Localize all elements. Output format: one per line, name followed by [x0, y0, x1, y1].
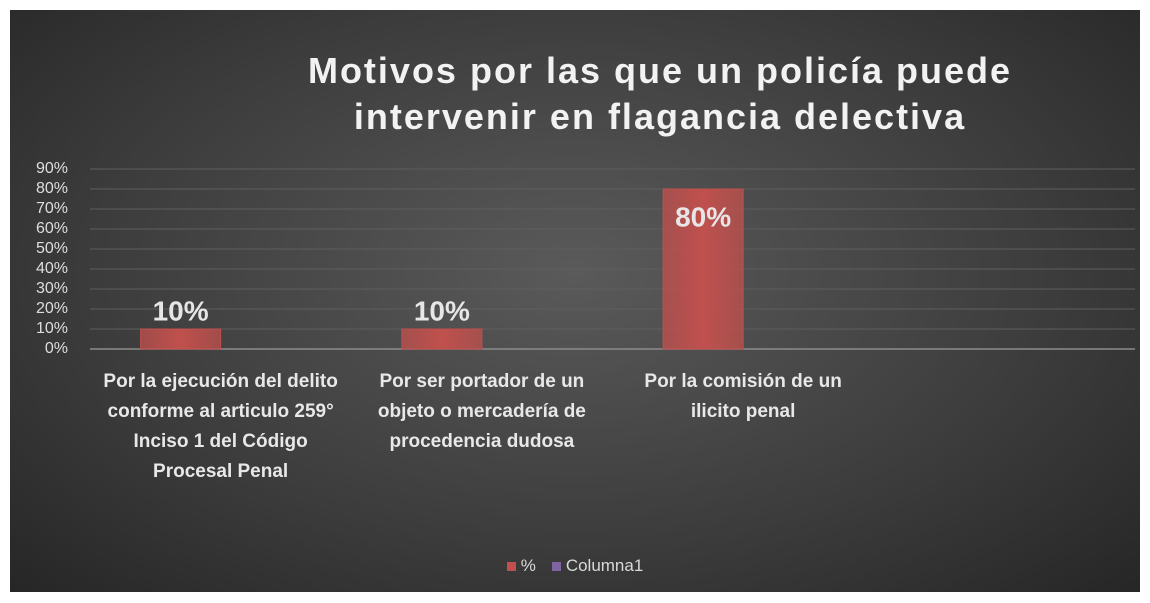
y-tick-label: 0%	[45, 340, 68, 357]
bar	[662, 188, 744, 350]
y-tick-label: 50%	[36, 240, 68, 257]
chart-title: Motivos por las que un policía puede int…	[307, 50, 1013, 137]
legend: % Columna1	[10, 556, 1140, 576]
y-tick-label: 30%	[36, 280, 68, 297]
y-tick-label: 10%	[36, 320, 68, 337]
y-tick-label: 80%	[36, 180, 68, 197]
data-label: 10%	[153, 295, 209, 326]
y-tick-label: 20%	[36, 300, 68, 317]
legend-label: Columna1	[565, 556, 644, 575]
data-label: 80%	[675, 201, 731, 232]
y-tick-label: 60%	[36, 220, 68, 237]
legend-swatch	[506, 562, 516, 572]
y-tick-label: 40%	[36, 260, 68, 277]
plot: 0% 10% 20% 30% 40% 50% 60% 70% 80% 90% 10% 10% 80%	[36, 160, 1135, 357]
x-tick-label: Por la ejecución del delito conforme al …	[103, 371, 338, 482]
data-label: 10%	[414, 295, 470, 326]
legend-item: %	[506, 556, 536, 575]
y-tick-label: 90%	[36, 160, 68, 177]
legend-label: %	[520, 556, 536, 575]
bar	[401, 328, 483, 350]
y-tick-label: 70%	[36, 200, 68, 217]
x-tick-label: Por ser portador de un objeto o mercader…	[377, 371, 586, 452]
bar	[140, 328, 222, 350]
legend-item: Columna1	[551, 556, 644, 575]
legend-swatch	[551, 562, 561, 572]
chart: 0% 10% 20% 30% 40% 50% 60% 70% 80% 90% 10% 10% 80% M…	[10, 10, 1140, 592]
x-tick-label: Por la comisión de un ilicito penal	[644, 371, 842, 422]
